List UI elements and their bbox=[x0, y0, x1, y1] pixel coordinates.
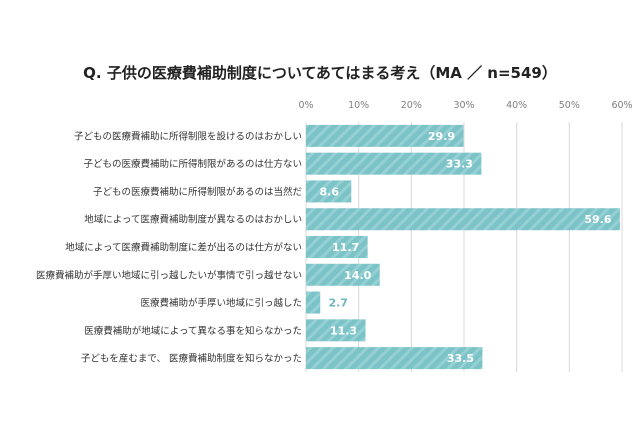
bar bbox=[306, 263, 380, 286]
value-label: 33.3 bbox=[446, 158, 473, 171]
value-label: 11.3 bbox=[330, 324, 357, 337]
value-label: 11.7 bbox=[332, 241, 359, 254]
value-label: 33.5 bbox=[447, 352, 474, 365]
x-tick-label: 0% bbox=[298, 100, 313, 111]
x-tick-label: 10% bbox=[348, 100, 369, 111]
value-label: 29.9 bbox=[428, 130, 455, 143]
x-tick-label: 50% bbox=[559, 100, 580, 111]
x-tick-label: 20% bbox=[401, 100, 422, 111]
chart-title: Q. 子供の医療費補助制度についてあてはまる考え（MA ／ n=549） bbox=[83, 64, 557, 82]
x-tick-label: 30% bbox=[453, 100, 474, 111]
category-label: 医療費補助が手厚い地域に引っ越したいが事情で引っ越せない bbox=[36, 269, 302, 281]
category-label: 子どもの医療費補助に所得制限を設けるのはおかしい bbox=[74, 130, 302, 142]
category-label: 子どもを産むまで、 医療費補助制度を知らなかった bbox=[81, 353, 302, 365]
value-label: 2.7 bbox=[328, 297, 348, 310]
category-label: 地域によって医療費補助制度に差が出るのは仕方がない bbox=[65, 242, 302, 254]
bar bbox=[306, 124, 464, 147]
category-label: 医療費補助が地域によって異なる事を知らなかった bbox=[84, 325, 302, 337]
value-label: 8.6 bbox=[320, 185, 340, 198]
bar bbox=[306, 236, 368, 258]
category-label: 子どもの医療費補助に所得制限があるのは当然だ bbox=[93, 186, 303, 198]
bar bbox=[306, 152, 482, 175]
value-label: 59.6 bbox=[584, 213, 611, 226]
x-tick-label: 60% bbox=[611, 100, 632, 111]
category-label: 子どもの医療費補助に所得制限があるのは仕方ない bbox=[83, 158, 302, 170]
value-label: 14.0 bbox=[344, 269, 371, 282]
bar bbox=[306, 208, 620, 231]
x-tick-label: 40% bbox=[506, 100, 527, 111]
bar bbox=[306, 347, 483, 370]
bar bbox=[306, 319, 366, 342]
bar bbox=[306, 180, 352, 203]
category-label: 地域によって医療費補助制度が異なるのはおかしい bbox=[84, 214, 302, 226]
bar bbox=[306, 291, 321, 314]
category-label: 医療費補助が手厚い地域に引っ越した bbox=[140, 297, 302, 309]
